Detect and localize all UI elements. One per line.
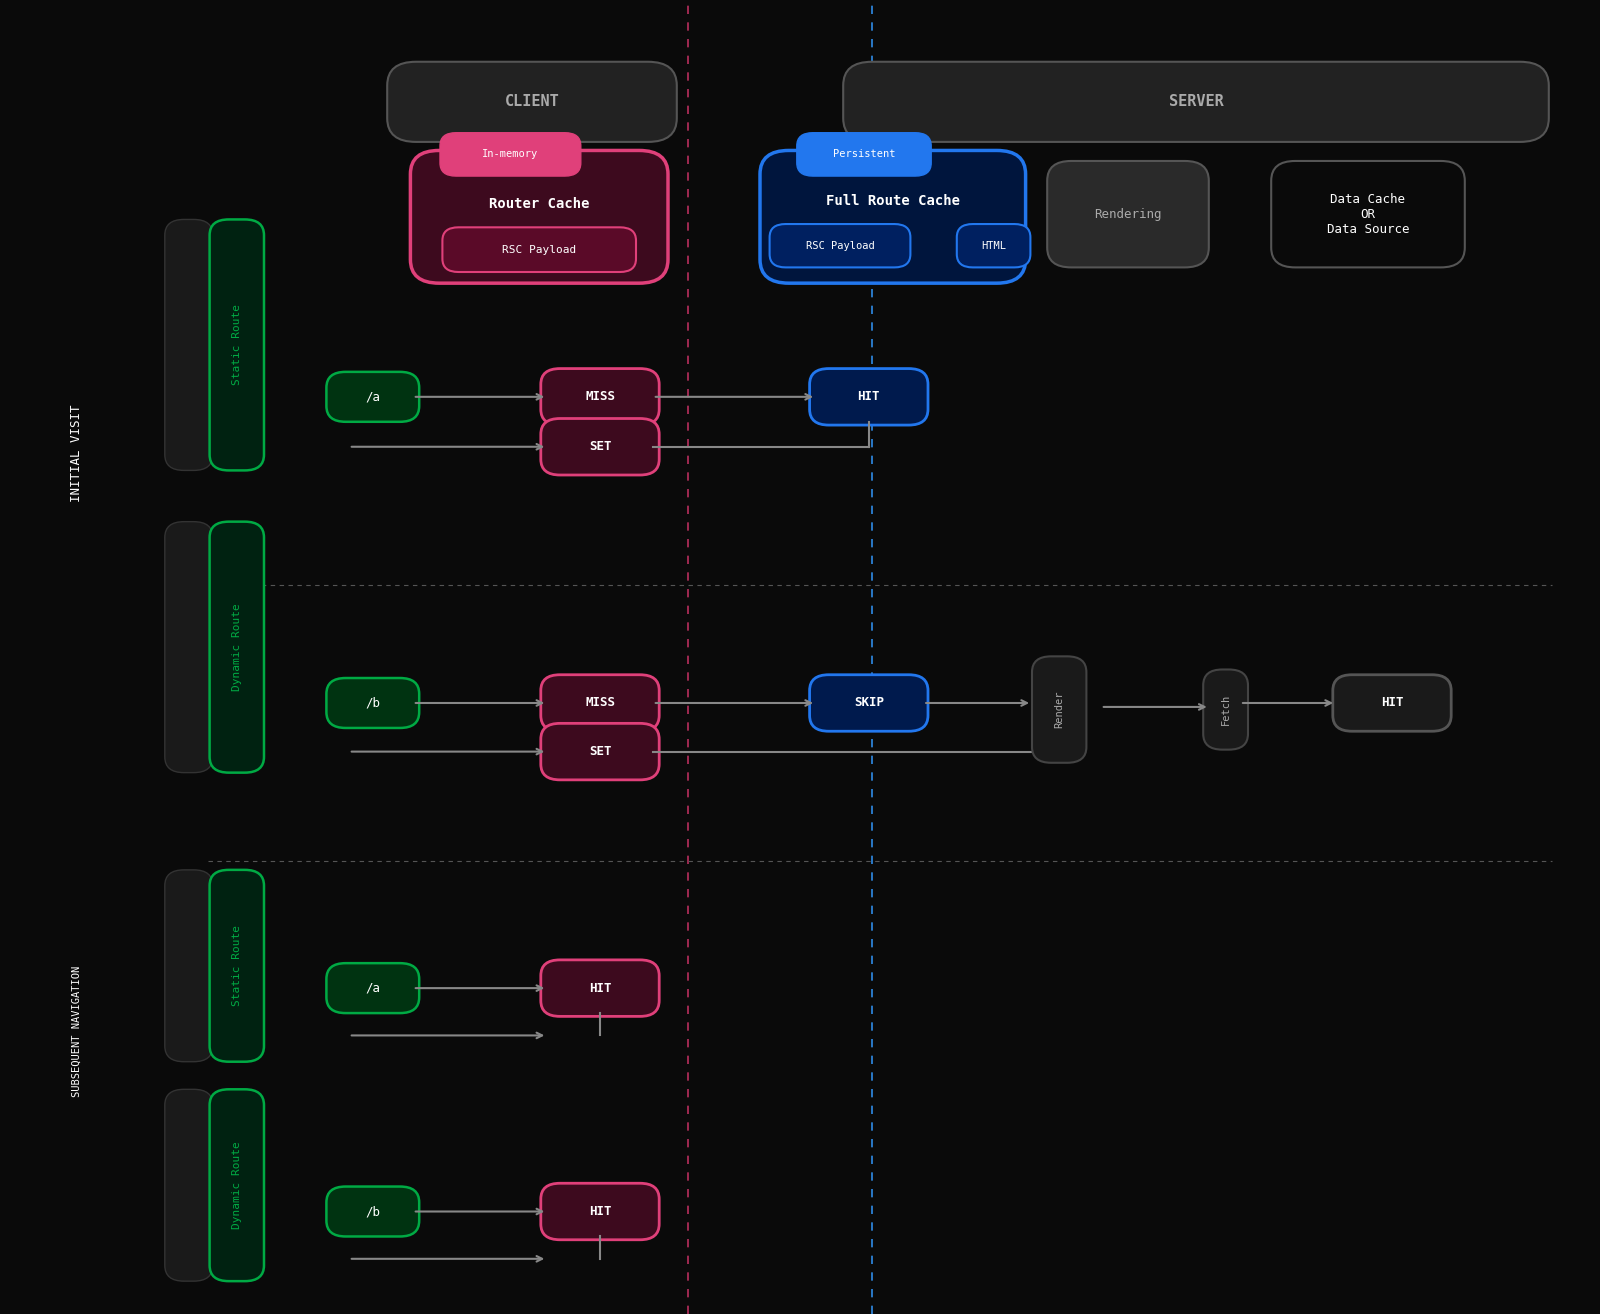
Text: In-memory: In-memory xyxy=(482,150,539,159)
FancyBboxPatch shape xyxy=(541,724,659,781)
FancyBboxPatch shape xyxy=(442,227,637,272)
FancyBboxPatch shape xyxy=(165,870,213,1062)
FancyBboxPatch shape xyxy=(1272,162,1466,268)
Text: /b: /b xyxy=(365,696,381,710)
Text: Full Route Cache: Full Route Cache xyxy=(826,194,960,208)
FancyBboxPatch shape xyxy=(210,870,264,1062)
Text: SET: SET xyxy=(589,745,611,758)
Text: RSC Payload: RSC Payload xyxy=(806,240,874,251)
Text: Render: Render xyxy=(1054,691,1064,728)
FancyBboxPatch shape xyxy=(1203,670,1248,749)
Text: Static Route: Static Route xyxy=(232,305,242,385)
Text: SUBSEQUENT NAVIGATION: SUBSEQUENT NAVIGATION xyxy=(72,966,82,1097)
FancyBboxPatch shape xyxy=(165,1089,213,1281)
Text: /a: /a xyxy=(365,982,381,995)
FancyBboxPatch shape xyxy=(1333,675,1451,731)
FancyBboxPatch shape xyxy=(810,369,928,426)
Text: Dynamic Route: Dynamic Route xyxy=(232,1142,242,1229)
Text: /a: /a xyxy=(365,390,381,403)
Text: CLIENT: CLIENT xyxy=(504,95,560,109)
Text: SERVER: SERVER xyxy=(1168,95,1224,109)
FancyBboxPatch shape xyxy=(210,1089,264,1281)
FancyBboxPatch shape xyxy=(541,369,659,426)
FancyBboxPatch shape xyxy=(541,959,659,1017)
FancyBboxPatch shape xyxy=(843,62,1549,142)
FancyBboxPatch shape xyxy=(797,133,931,176)
Text: INITIAL VISIT: INITIAL VISIT xyxy=(70,405,83,502)
FancyBboxPatch shape xyxy=(760,151,1026,284)
Text: RSC Payload: RSC Payload xyxy=(502,244,576,255)
FancyBboxPatch shape xyxy=(541,418,659,476)
Text: Dynamic Route: Dynamic Route xyxy=(232,603,242,691)
FancyBboxPatch shape xyxy=(326,1187,419,1236)
Text: HIT: HIT xyxy=(858,390,880,403)
Text: HIT: HIT xyxy=(589,1205,611,1218)
Text: HIT: HIT xyxy=(589,982,611,995)
FancyBboxPatch shape xyxy=(541,675,659,731)
FancyBboxPatch shape xyxy=(410,151,669,284)
FancyBboxPatch shape xyxy=(326,963,419,1013)
FancyBboxPatch shape xyxy=(326,372,419,422)
Text: HTML: HTML xyxy=(981,240,1006,251)
Text: MISS: MISS xyxy=(586,390,614,403)
FancyBboxPatch shape xyxy=(387,62,677,142)
Text: Persistent: Persistent xyxy=(832,150,896,159)
FancyBboxPatch shape xyxy=(810,675,928,731)
FancyBboxPatch shape xyxy=(1032,656,1086,762)
FancyBboxPatch shape xyxy=(1048,162,1210,268)
Text: HIT: HIT xyxy=(1381,696,1403,710)
FancyBboxPatch shape xyxy=(210,522,264,773)
Text: SET: SET xyxy=(589,440,611,453)
FancyBboxPatch shape xyxy=(541,1183,659,1240)
FancyBboxPatch shape xyxy=(440,133,581,176)
FancyBboxPatch shape xyxy=(957,225,1030,268)
Text: SKIP: SKIP xyxy=(854,696,883,710)
Text: /b: /b xyxy=(365,1205,381,1218)
Text: Rendering: Rendering xyxy=(1094,208,1162,221)
FancyBboxPatch shape xyxy=(326,678,419,728)
Text: Router Cache: Router Cache xyxy=(490,197,589,210)
Text: Static Route: Static Route xyxy=(232,925,242,1007)
FancyBboxPatch shape xyxy=(210,219,264,470)
Text: MISS: MISS xyxy=(586,696,614,710)
Text: Data Cache
OR
Data Source: Data Cache OR Data Source xyxy=(1326,193,1410,235)
Text: Fetch: Fetch xyxy=(1221,694,1230,725)
FancyBboxPatch shape xyxy=(165,219,213,470)
FancyBboxPatch shape xyxy=(165,522,213,773)
FancyBboxPatch shape xyxy=(770,225,910,268)
